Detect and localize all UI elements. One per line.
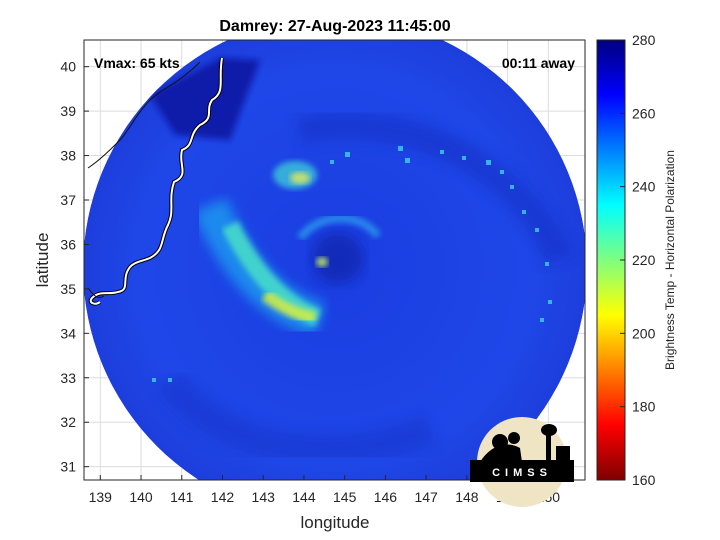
y-tick-label: 37 (60, 192, 76, 208)
x-tick-label: 148 (455, 489, 479, 505)
time-away-annotation: 00:11 away (502, 55, 575, 71)
vmax-annotation: Vmax: 65 kts (94, 55, 180, 71)
colorbar: 160 180 200 220 240 260 280 Brightness Temp - … (596, 32, 677, 488)
x-tick-label: 142 (211, 489, 235, 505)
axes-frame (83, 39, 586, 481)
chart-title: Damrey: 27-Aug-2023 11:45:00 (219, 18, 450, 35)
x-tick-label: 144 (292, 489, 316, 505)
colorbar-tick-label: 220 (632, 252, 656, 268)
colorbar-tick-label: 280 (632, 32, 656, 48)
x-tick-label: 140 (129, 489, 153, 505)
microwave-swath (84, 40, 585, 480)
y-tick-label: 31 (60, 459, 76, 475)
y-tick-label: 33 (60, 370, 76, 386)
coastline (87, 57, 224, 306)
y-tick-label: 36 (60, 236, 76, 252)
x-tick-label: 147 (414, 489, 438, 505)
y-axis-label: latitude (33, 233, 52, 288)
colorbar-label: Brightness Temp - Horizontal Polarizatio… (663, 150, 677, 370)
y-tick-label: 34 (60, 325, 76, 341)
colorbar-tick-label: 240 (632, 179, 656, 195)
y-axis: 31 32 33 34 35 36 37 38 39 40 (60, 59, 89, 475)
y-tick-label: 35 (60, 281, 76, 297)
x-axis-label: longitude (300, 513, 369, 532)
x-tick-label: 139 (89, 489, 113, 505)
colorbar-tick-label: 160 (632, 472, 656, 488)
x-tick-label: 141 (170, 489, 194, 505)
cimss-logo: CIMSS (470, 417, 574, 507)
x-tick-label: 146 (374, 489, 398, 505)
colorbar-tick-label: 180 (632, 399, 656, 415)
y-tick-label: 32 (60, 414, 76, 430)
y-tick-label: 39 (60, 103, 76, 119)
y-tick-label: 38 (60, 148, 76, 164)
y-tick-label: 40 (60, 59, 76, 75)
cimss-logo-text: CIMSS (492, 467, 552, 479)
x-tick-label: 143 (252, 489, 276, 505)
colorbar-tick-label: 200 (632, 325, 656, 341)
colorbar-tick-label: 260 (632, 105, 656, 121)
x-tick-label: 145 (333, 489, 357, 505)
